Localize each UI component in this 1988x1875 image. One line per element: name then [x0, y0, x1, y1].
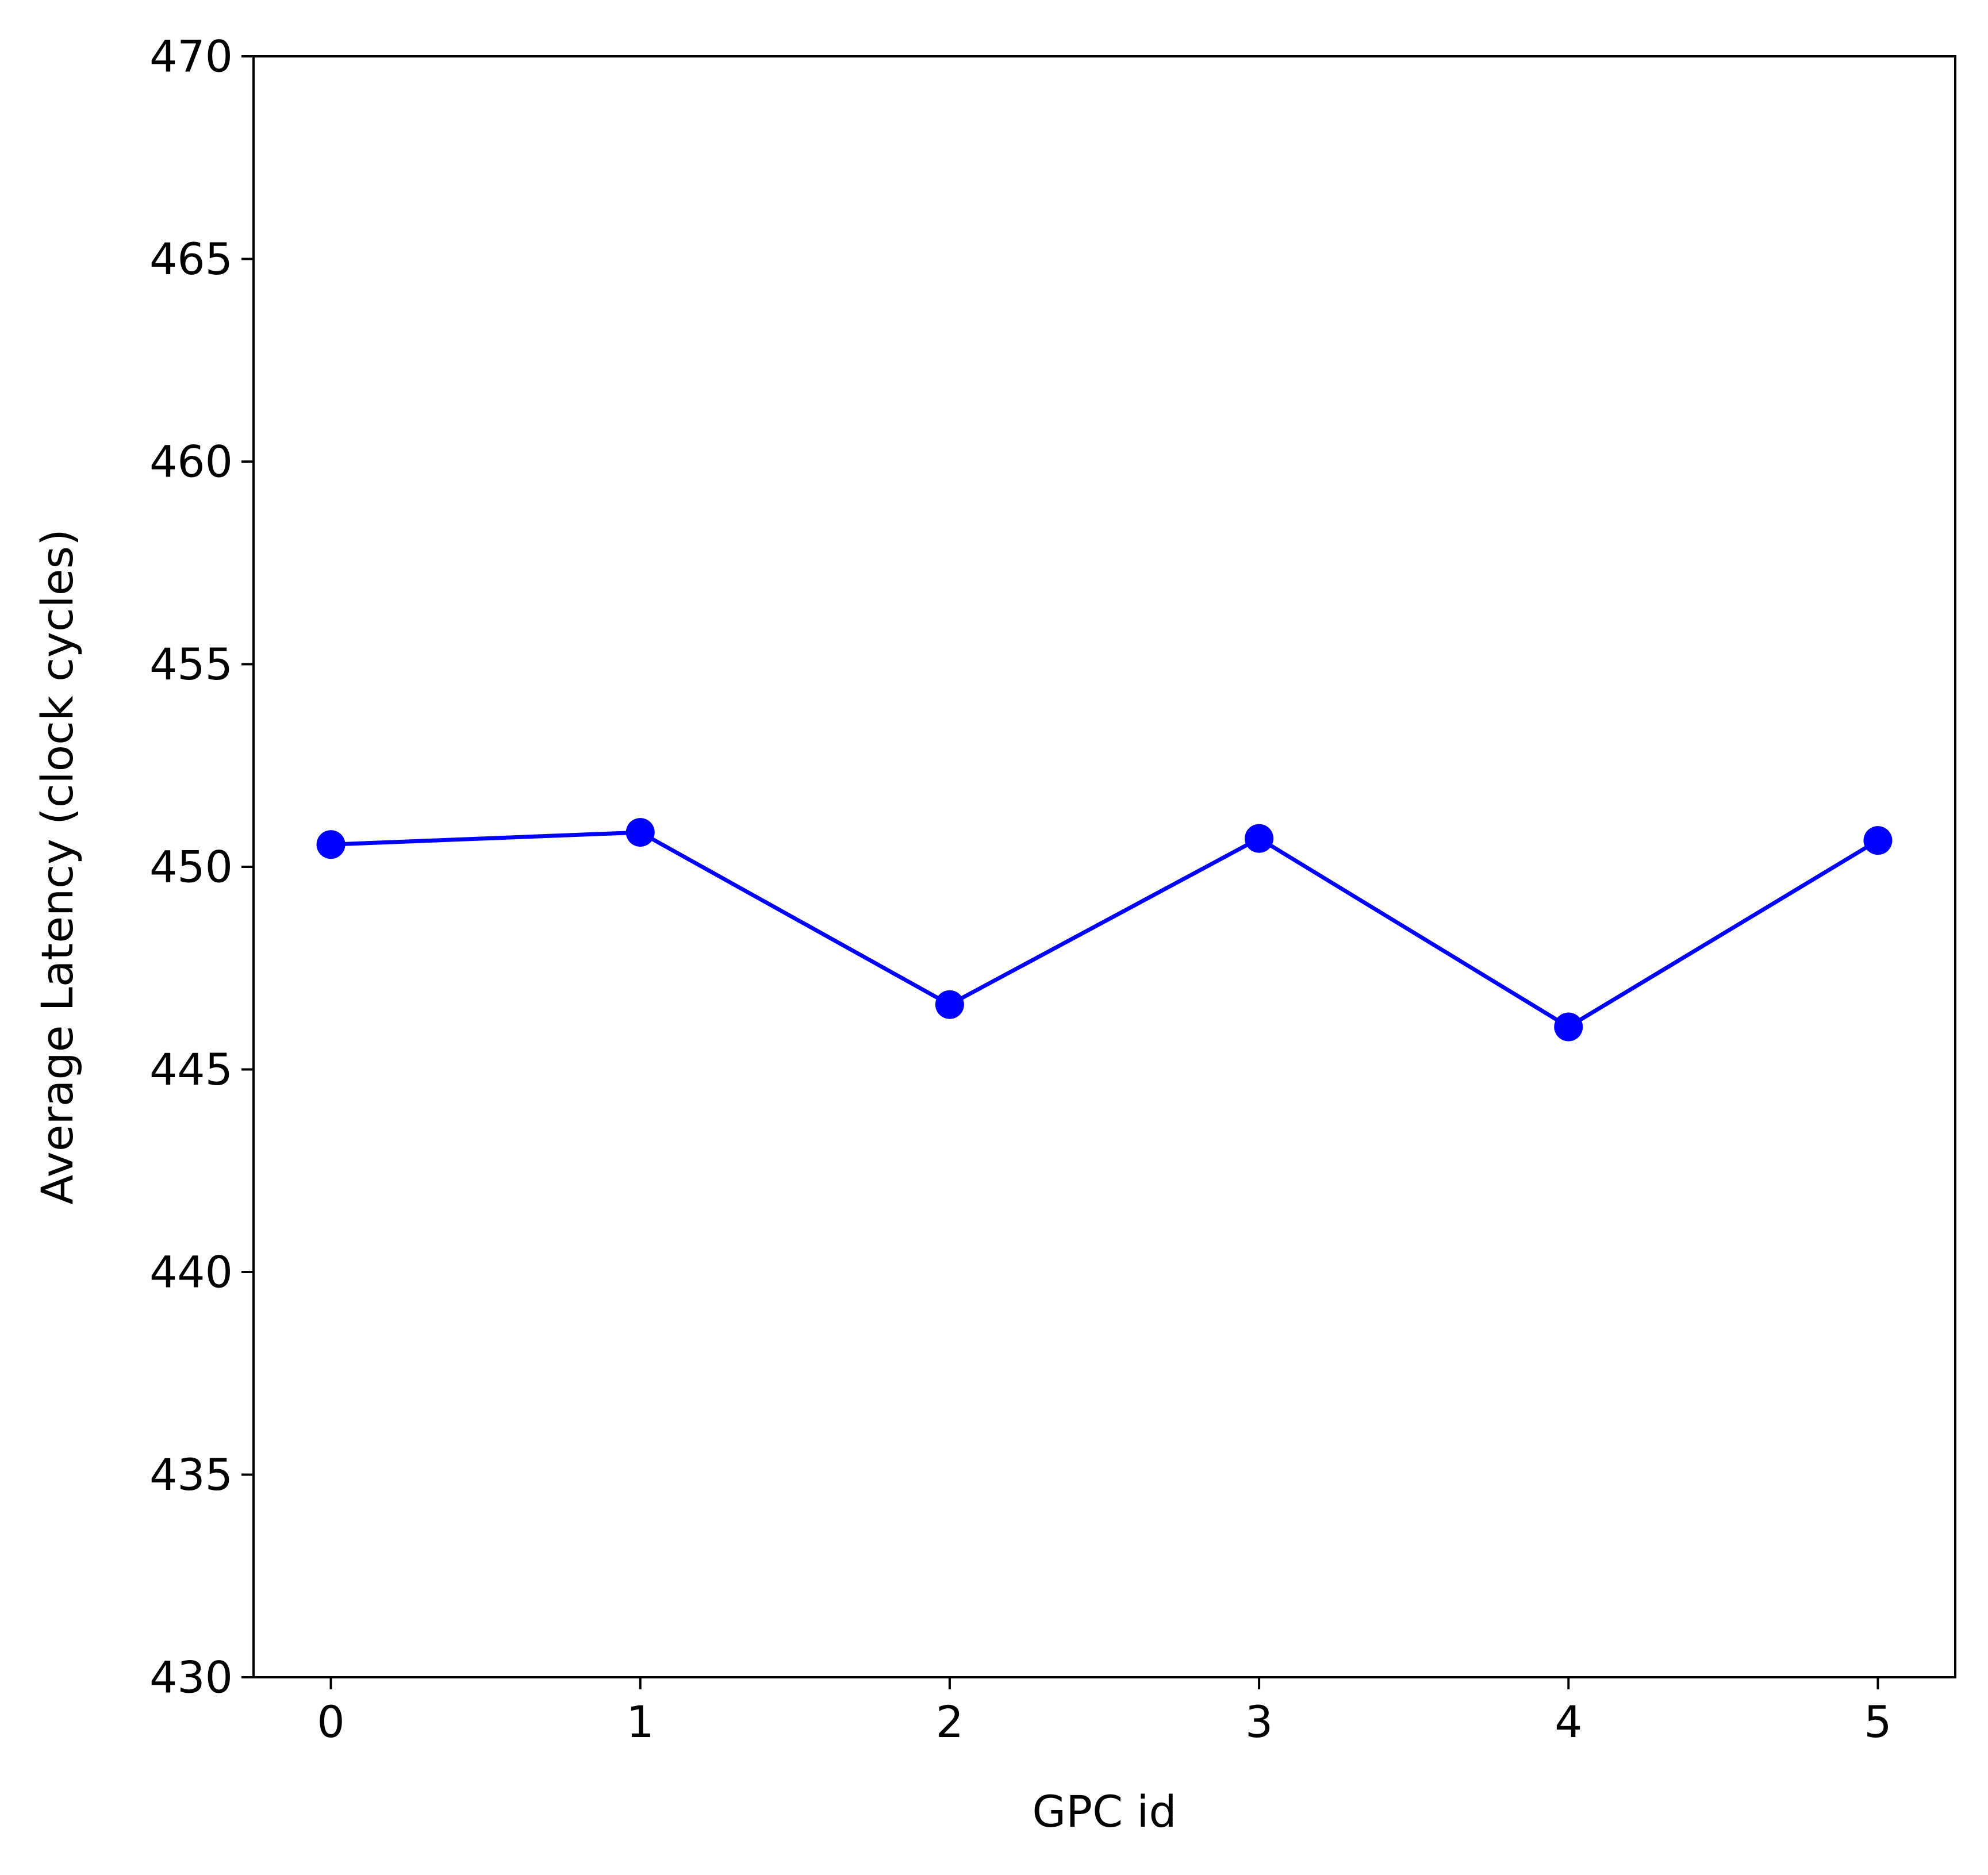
data-point [1245, 824, 1274, 853]
y-tick-label: 430 [149, 1652, 233, 1703]
x-axis-ticks: 0 1 2 3 4 5 [317, 1677, 1892, 1747]
y-tick-label: 455 [149, 639, 233, 690]
x-tick-label: 0 [317, 1696, 344, 1747]
y-tick-label: 440 [149, 1247, 233, 1298]
x-tick-label: 5 [1864, 1696, 1891, 1747]
data-point [1863, 826, 1893, 855]
series-layer [316, 818, 1893, 1042]
x-tick-label: 2 [936, 1696, 964, 1747]
y-tick-label: 435 [149, 1449, 233, 1500]
y-tick-label: 450 [149, 842, 233, 893]
x-tick-label: 1 [627, 1696, 654, 1747]
series-line [331, 830, 1879, 1029]
y-axis-ticks: 430 435 440 445 450 455 460 465 470 [149, 31, 254, 1703]
y-tick-label: 460 [149, 436, 233, 487]
data-point [625, 818, 655, 847]
data-point [316, 830, 346, 859]
data-point [1554, 1012, 1583, 1042]
y-tick-label: 470 [149, 31, 233, 82]
y-axis-label: Average Latency (clock cycles) [32, 529, 83, 1204]
x-tick-label: 4 [1555, 1696, 1582, 1747]
x-tick-label: 3 [1245, 1696, 1273, 1747]
data-point [935, 990, 964, 1019]
plot-frame [252, 55, 1956, 1678]
y-tick-label: 465 [149, 233, 233, 285]
x-axis-label: GPC id [1032, 1786, 1176, 1837]
y-tick-label: 445 [149, 1044, 233, 1095]
